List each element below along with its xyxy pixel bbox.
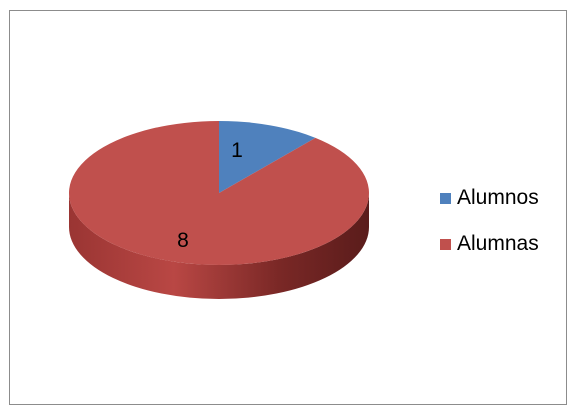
pie-slice-alumnas <box>69 121 370 265</box>
pie-side-alumnas <box>69 193 369 299</box>
legend-label-alumnos: Alumnos <box>457 186 539 209</box>
legend-item-alumnas: Alumnas <box>440 229 539 259</box>
data-label-alumnas: 8 <box>177 229 189 252</box>
pie-slice-alumnos <box>219 121 316 193</box>
legend-swatch-alumnas <box>440 238 451 250</box>
legend-item-alumnos: Alumnos <box>440 183 539 213</box>
legend: Alumnos Alumnas <box>440 183 539 275</box>
legend-swatch-alumnos <box>440 192 451 204</box>
data-label-alumnos: 1 <box>231 139 243 162</box>
legend-label-alumnas: Alumnas <box>457 232 539 255</box>
